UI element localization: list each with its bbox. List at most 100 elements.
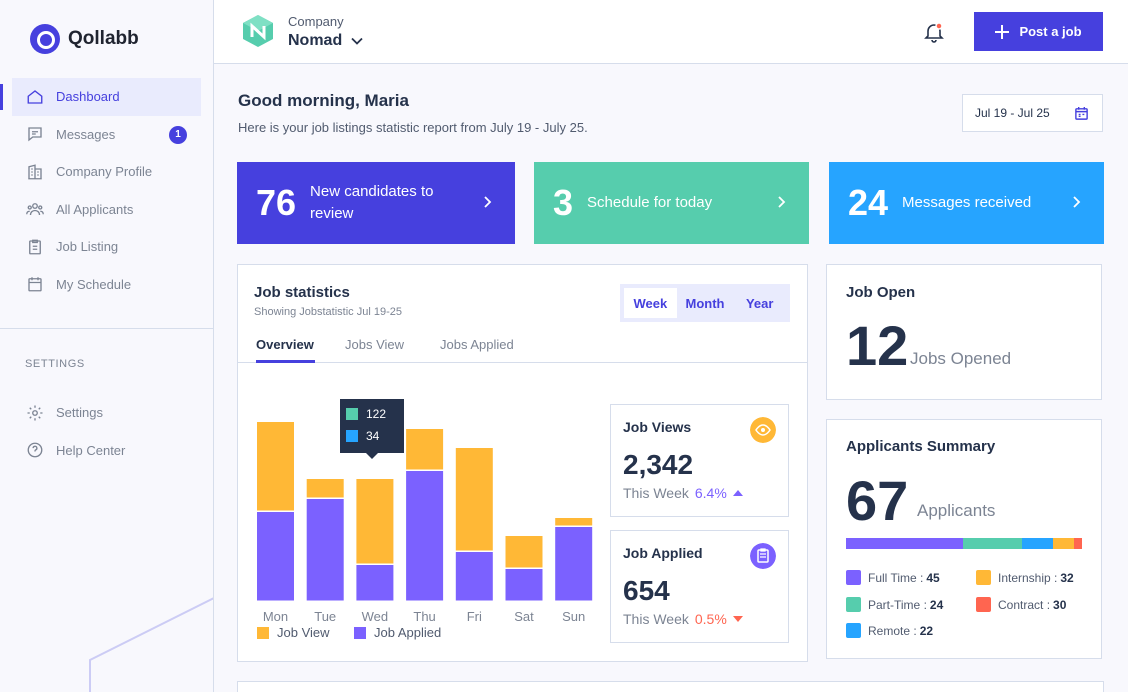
- x-tick-label: Wed: [362, 609, 389, 624]
- stat-card-messages[interactable]: 24 Messages received: [829, 162, 1104, 244]
- tooltip-swatch-view: [346, 408, 358, 420]
- stat-label: Schedule for today: [587, 194, 713, 211]
- legend-full-time: Full Time :45: [846, 570, 940, 585]
- building-icon: [28, 164, 42, 180]
- chevron-right-icon: [484, 196, 492, 208]
- greeting-title: Good morning, Maria: [238, 91, 409, 110]
- stat-number: 24: [848, 182, 889, 223]
- bar-job-applied-fri[interactable]: [455, 552, 493, 601]
- tooltip-swatch-applied: [346, 430, 358, 442]
- job-applied-title: Job Applied: [623, 545, 703, 561]
- company-name: Nomad: [288, 32, 343, 49]
- sidebar-item-messages[interactable]: Messages 1: [12, 116, 201, 154]
- stat-number: 3: [553, 182, 574, 223]
- job-open-panel: Job Open 12 Jobs Opened: [826, 264, 1102, 400]
- job-applied-card: Job Applied 654 This Week 0.5%: [610, 530, 789, 643]
- legend-value: 22: [919, 623, 934, 638]
- legend-part-time: Part-Time :24: [846, 597, 943, 612]
- period-year-button[interactable]: Year: [745, 295, 774, 311]
- distribution-segment: [1022, 538, 1054, 549]
- sidebar-divider: [0, 328, 213, 329]
- bar-job-applied-thu[interactable]: [406, 471, 444, 601]
- stat-label: New candidates to review: [310, 183, 434, 222]
- bar-job-applied-sat[interactable]: [505, 569, 543, 601]
- sidebar-item-label: Job Listing: [56, 239, 119, 255]
- bar-job-view-wed[interactable]: [356, 479, 394, 564]
- sidebar-item-dashboard[interactable]: Dashboard: [12, 78, 201, 116]
- notification-bell-icon[interactable]: [922, 20, 946, 44]
- company-selector[interactable]: Nomad: [288, 32, 364, 50]
- post-job-label: Post a job: [1019, 24, 1082, 39]
- caret-down-icon: [732, 616, 743, 622]
- bar-job-view-mon[interactable]: [257, 422, 294, 511]
- period-selector: Week Month Year: [620, 284, 790, 322]
- distribution-segment: [1074, 538, 1082, 549]
- bar-job-view-sat[interactable]: [505, 536, 543, 568]
- bar-job-view-sun[interactable]: [555, 518, 593, 526]
- x-tick-label: Sun: [562, 609, 585, 624]
- legend-swatch: [846, 597, 861, 612]
- settings-nav: Settings Help Center: [12, 394, 201, 469]
- clipboard-icon: [29, 239, 41, 255]
- legend-label: Full Time: [868, 570, 917, 585]
- bar-job-applied-sun[interactable]: [555, 527, 593, 601]
- sidebar-item-help-center[interactable]: Help Center: [12, 432, 201, 470]
- sidebar-item-label: Dashboard: [56, 89, 120, 105]
- bar-job-applied-wed[interactable]: [356, 565, 394, 601]
- brand-logo[interactable]: Qollabb: [30, 24, 139, 54]
- main-nav: Dashboard Messages 1 Company Profile All…: [12, 78, 201, 303]
- legend-value: 32: [1060, 570, 1074, 585]
- legend-label: Remote: [868, 623, 911, 638]
- clipboard-icon: [750, 543, 776, 569]
- stat-card-new-candidates[interactable]: 76 New candidates to review: [237, 162, 515, 244]
- legend-swatch: [976, 570, 991, 585]
- bar-job-view-fri[interactable]: [455, 448, 493, 551]
- messages-badge: 1: [169, 125, 187, 144]
- tooltip-job-applied-value: 34: [366, 429, 380, 443]
- job-views-change: This Week 6.4%: [623, 485, 743, 501]
- bottom-panel: [237, 681, 1104, 692]
- sidebar-item-settings[interactable]: Settings: [12, 394, 201, 432]
- job-views-card: Job Views 2,342 This Week 6.4%: [610, 404, 789, 517]
- post-job-button[interactable]: Post a job: [974, 12, 1103, 51]
- period-month-button[interactable]: Month: [685, 295, 725, 311]
- company-label: Company: [288, 14, 344, 29]
- bar-job-applied-tue[interactable]: [306, 499, 344, 601]
- bar-job-applied-mon[interactable]: [257, 512, 294, 601]
- sidebar-item-label: All Applicants: [56, 201, 134, 217]
- x-tick-label: Thu: [413, 609, 435, 624]
- job-statistics-title: Job statistics: [254, 284, 350, 301]
- period-label: This Week: [623, 611, 689, 627]
- calendar-icon: [28, 277, 42, 292]
- tab-jobs-applied[interactable]: Jobs Applied: [440, 337, 514, 352]
- tab-underline: [256, 360, 315, 363]
- bar-job-view-tue[interactable]: [306, 479, 344, 498]
- company-logo-icon: [243, 15, 273, 47]
- job-open-number: 12: [846, 314, 909, 377]
- sidebar-item-all-applicants[interactable]: All Applicants: [12, 191, 201, 229]
- date-range-picker[interactable]: Jul 19 - Jul 25: [962, 94, 1103, 132]
- chart-tooltip: 122 34: [340, 399, 404, 459]
- distribution-segment: [1053, 538, 1075, 549]
- stat-label: Messages received: [902, 194, 1032, 211]
- distribution-segment: [846, 538, 963, 549]
- legend-value: 30: [1053, 597, 1067, 612]
- topbar: Company Nomad Post a job: [214, 0, 1128, 64]
- x-tick-label: Fri: [467, 609, 482, 624]
- sidebar-item-my-schedule[interactable]: My Schedule: [12, 266, 201, 304]
- sidebar-item-job-listing[interactable]: Job Listing: [12, 228, 201, 266]
- period-week-button[interactable]: Week: [624, 288, 677, 318]
- sidebar-item-label: Messages: [56, 126, 116, 142]
- stat-card-schedule[interactable]: 3 Schedule for today: [534, 162, 809, 244]
- x-tick-label: Mon: [263, 609, 288, 624]
- tab-overview[interactable]: Overview: [256, 337, 314, 352]
- legend-remote: Remote :22: [846, 623, 933, 638]
- sidebar-item-company-profile[interactable]: Company Profile: [12, 153, 201, 191]
- bar-job-view-thu[interactable]: [406, 429, 444, 470]
- gear-icon: [27, 405, 43, 421]
- legend-swatch: [354, 626, 366, 639]
- legend-internship: Internship :32: [976, 570, 1074, 585]
- legend-contract: Contract :30: [976, 597, 1066, 612]
- legend-swatch: [846, 623, 861, 638]
- tab-jobs-view[interactable]: Jobs View: [345, 337, 405, 352]
